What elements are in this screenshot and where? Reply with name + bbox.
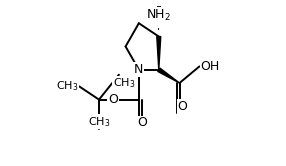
Text: O: O xyxy=(108,93,118,106)
Text: N: N xyxy=(134,63,144,76)
Text: O: O xyxy=(178,100,187,113)
Text: O: O xyxy=(137,117,147,129)
Text: NH$_2$: NH$_2$ xyxy=(146,7,171,23)
Text: OH: OH xyxy=(200,60,220,73)
Text: CH$_3$: CH$_3$ xyxy=(56,79,78,93)
Polygon shape xyxy=(158,68,180,83)
Text: CH$_3$: CH$_3$ xyxy=(113,76,135,90)
Polygon shape xyxy=(157,37,161,70)
Text: CH$_3$: CH$_3$ xyxy=(88,115,110,129)
